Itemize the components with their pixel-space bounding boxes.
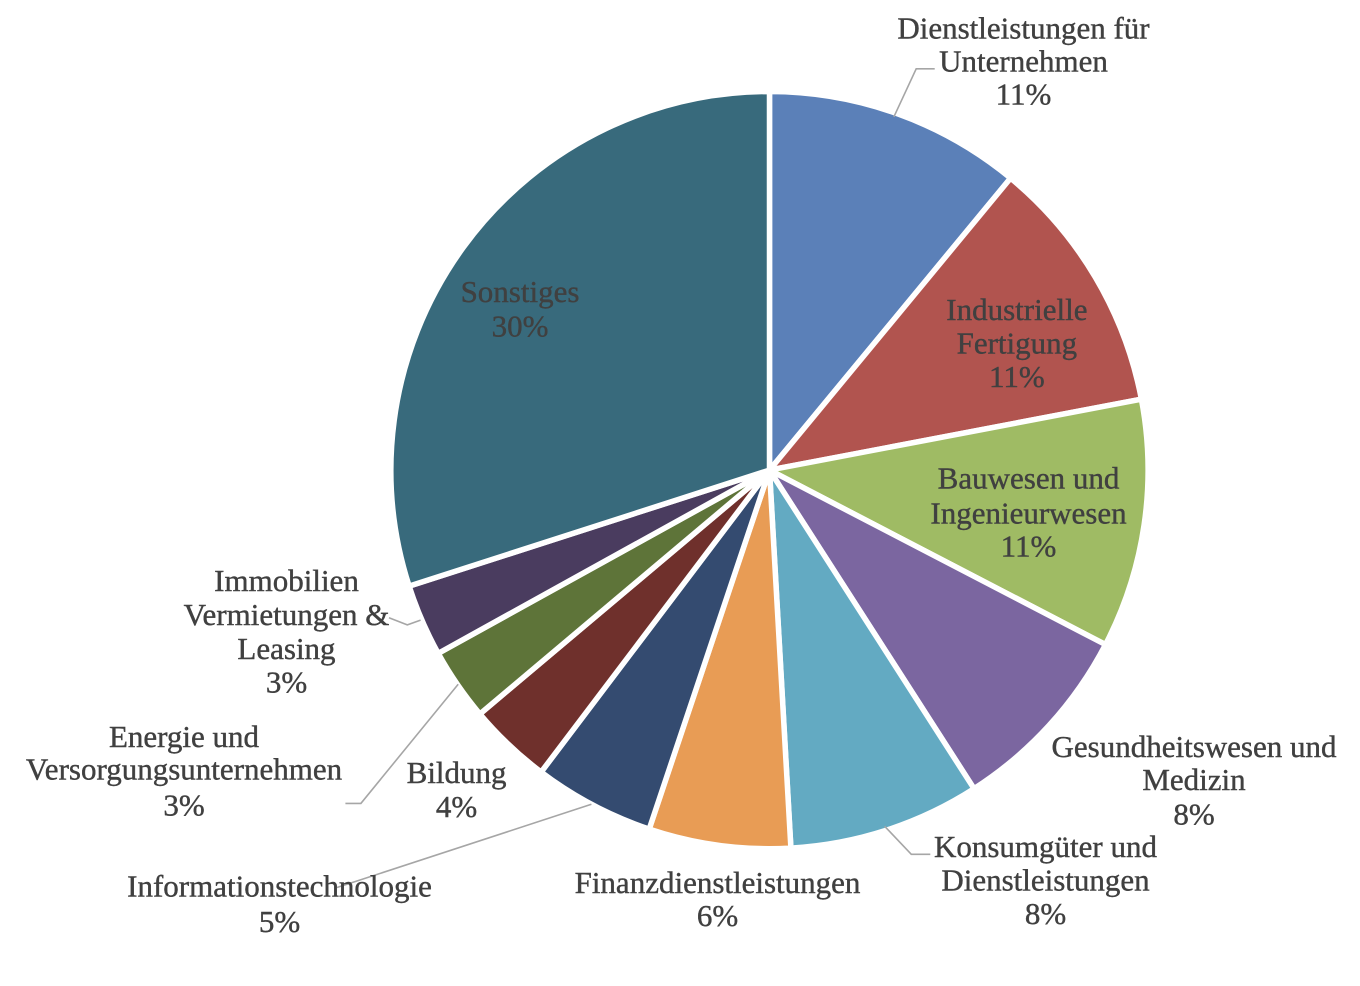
svg-text:3%: 3% xyxy=(163,787,204,822)
svg-text:11%: 11% xyxy=(1001,529,1057,564)
svg-text:Gesundheitswesen und: Gesundheitswesen und xyxy=(1052,729,1337,764)
svg-text:30%: 30% xyxy=(492,309,549,344)
svg-text:Medizin: Medizin xyxy=(1142,762,1246,797)
svg-text:Industrielle: Industrielle xyxy=(946,292,1087,327)
svg-text:Sonstiges: Sonstiges xyxy=(461,274,580,309)
svg-text:Vermietungen &: Vermietungen & xyxy=(184,597,390,632)
svg-text:Ingenieurwesen: Ingenieurwesen xyxy=(930,495,1127,530)
svg-text:Fertigung: Fertigung xyxy=(957,326,1078,361)
svg-text:Dienstleistungen für: Dienstleistungen für xyxy=(897,10,1150,45)
svg-text:Bauwesen und: Bauwesen und xyxy=(938,460,1120,495)
svg-text:11%: 11% xyxy=(989,359,1045,394)
svg-text:Dienstleistungen: Dienstleistungen xyxy=(941,862,1150,897)
svg-text:6%: 6% xyxy=(697,898,738,933)
svg-text:Unternehmen: Unternehmen xyxy=(939,44,1108,79)
svg-text:Versorgungsunternehmen: Versorgungsunternehmen xyxy=(26,752,343,787)
svg-text:Immobilien: Immobilien xyxy=(214,563,359,598)
svg-text:3%: 3% xyxy=(266,665,307,700)
svg-text:5%: 5% xyxy=(259,904,300,939)
svg-text:Energie und: Energie und xyxy=(109,719,260,754)
svg-text:4%: 4% xyxy=(436,789,477,824)
svg-text:Leasing: Leasing xyxy=(237,631,335,666)
svg-text:Bildung: Bildung xyxy=(407,755,507,790)
svg-text:8%: 8% xyxy=(1025,896,1066,931)
svg-text:11%: 11% xyxy=(996,76,1052,111)
svg-text:Konsumgüter und: Konsumgüter und xyxy=(934,829,1158,864)
svg-text:8%: 8% xyxy=(1173,797,1214,832)
svg-text:Finanzdienstleistungen: Finanzdienstleistungen xyxy=(575,865,861,900)
svg-text:Informationstechnologie: Informationstechnologie xyxy=(127,869,432,904)
